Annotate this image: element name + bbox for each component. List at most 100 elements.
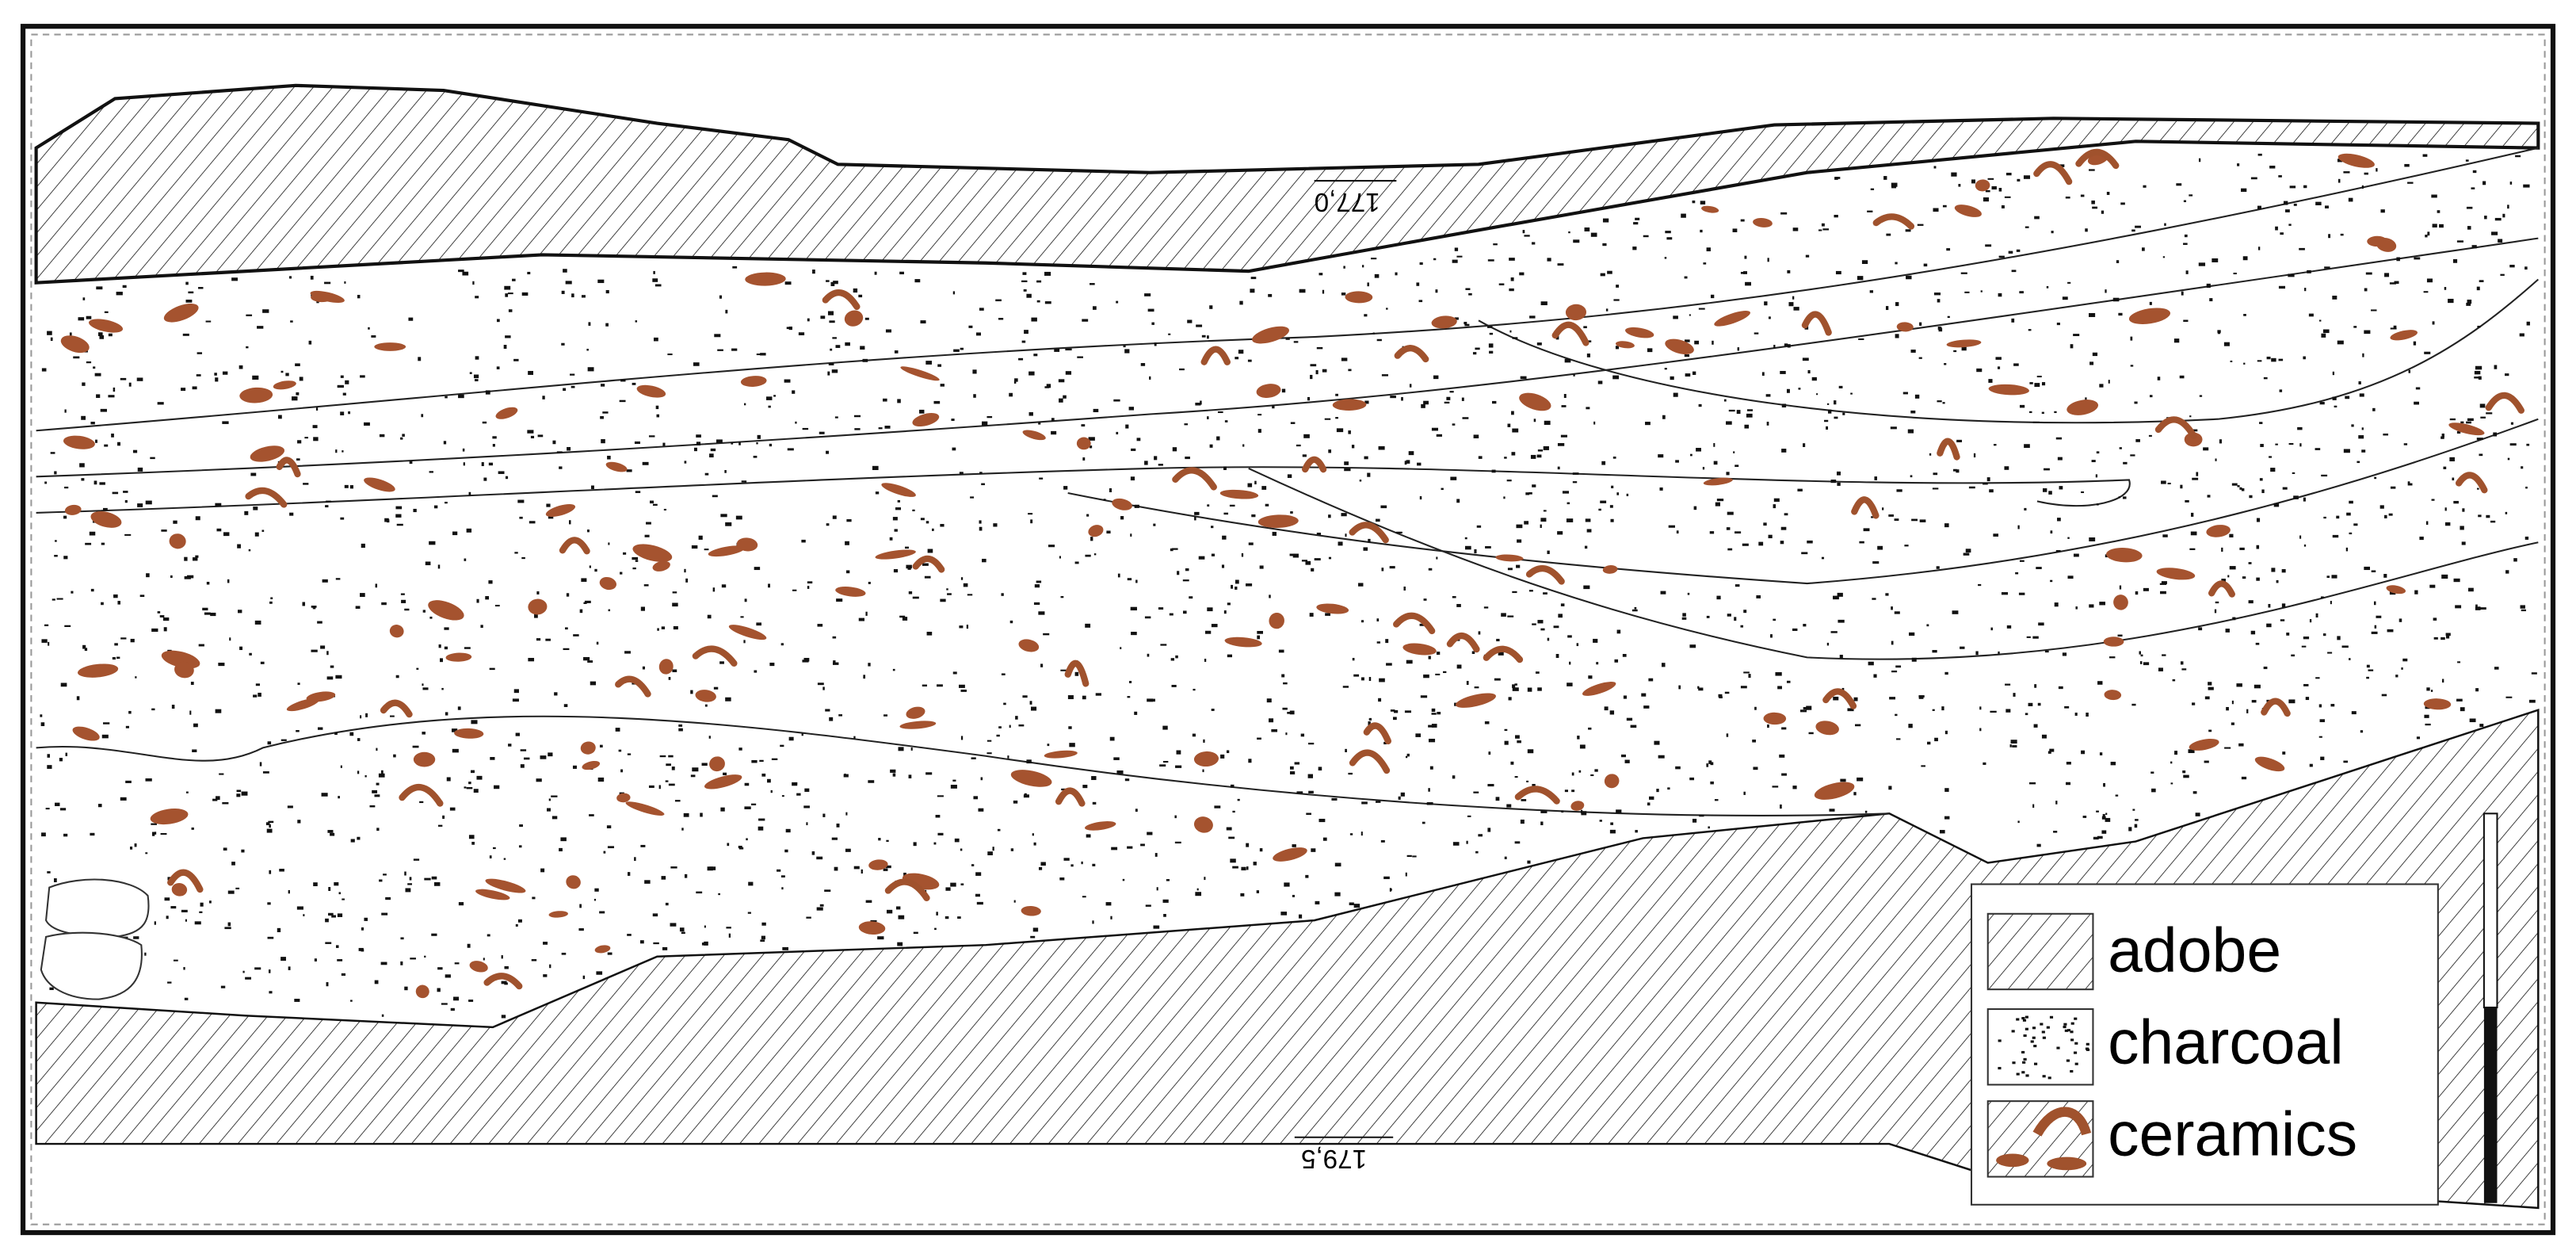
charcoal-dot	[1367, 472, 1371, 477]
charcoal-dot	[1103, 499, 1106, 501]
charcoal-dot	[1189, 596, 1193, 599]
charcoal-dot	[1616, 492, 1620, 495]
charcoal-dot	[1944, 363, 1947, 365]
charcoal-dot	[475, 356, 479, 360]
charcoal-dot	[475, 296, 479, 299]
charcoal-dot	[216, 528, 222, 532]
charcoal-dot	[1532, 623, 1536, 625]
charcoal-dot	[2444, 522, 2451, 526]
charcoal-dot	[960, 577, 964, 580]
charcoal-dot	[202, 607, 208, 611]
charcoal-dot	[1543, 592, 1548, 595]
charcoal-dot	[1185, 456, 1190, 460]
charcoal-dot	[1698, 403, 1702, 407]
charcoal-dot	[1547, 258, 1551, 262]
charcoal-dot	[1201, 335, 1206, 338]
charcoal-dot	[2524, 266, 2528, 270]
charcoal-dot	[1379, 678, 1385, 682]
charcoal-dot	[2130, 454, 2135, 457]
charcoal-dot	[1380, 505, 1387, 509]
charcoal-dot	[959, 684, 965, 688]
charcoal-dot	[1032, 833, 1034, 836]
charcoal-dot	[504, 965, 509, 969]
charcoal-dot	[2348, 197, 2353, 202]
ceramic-sherd	[1514, 786, 1560, 805]
charcoal-dot	[1307, 774, 1314, 778]
stone	[40, 931, 143, 1000]
charcoal-dot	[196, 374, 201, 377]
charcoal-dot	[920, 320, 926, 324]
charcoal-dot	[1885, 306, 1889, 311]
charcoal-dot	[1702, 467, 1705, 470]
charcoal-dot	[1614, 659, 1619, 663]
charcoal-dot	[770, 789, 773, 793]
charcoal-dot	[1993, 533, 1999, 537]
charcoal-dot	[2303, 497, 2306, 502]
charcoal-dot	[1710, 762, 1714, 766]
charcoal-dot	[1932, 650, 1937, 653]
charcoal-dot	[1390, 396, 1396, 399]
charcoal-dot	[792, 390, 796, 394]
charcoal-dot	[326, 676, 334, 680]
charcoal-dot	[978, 808, 984, 812]
charcoal-dot	[139, 595, 145, 598]
charcoal-dot	[471, 770, 475, 774]
charcoal-dot	[2036, 375, 2042, 378]
charcoal-dot	[1456, 664, 1462, 669]
charcoal-dot	[2441, 436, 2444, 439]
charcoal-dot	[2345, 547, 2349, 552]
charcoal-dot	[1192, 733, 1196, 737]
charcoal-dot	[1238, 350, 1244, 354]
charcoal-dot	[458, 270, 464, 272]
charcoal-dot	[422, 687, 429, 690]
charcoal-dot	[269, 601, 273, 604]
charcoal-dot	[2383, 433, 2389, 436]
charcoal-dot	[599, 744, 603, 747]
charcoal-dot	[1124, 778, 1130, 782]
charcoal-dot	[2093, 836, 2099, 840]
charcoal-dot	[1830, 480, 1837, 484]
charcoal-dot	[254, 967, 261, 970]
charcoal-dot	[1418, 300, 1423, 303]
charcoal-dot	[2460, 526, 2464, 530]
charcoal-dot	[1003, 702, 1006, 705]
charcoal-dot	[2122, 496, 2127, 499]
charcoal-dot	[446, 777, 451, 782]
charcoal-dot	[2037, 702, 2041, 706]
charcoal-dot	[2180, 484, 2183, 489]
charcoal-dot	[304, 437, 308, 439]
charcoal-dot	[2158, 667, 2163, 671]
ceramic-sherd	[2455, 472, 2488, 494]
charcoal-dot	[816, 856, 823, 860]
charcoal-dot	[1918, 697, 1924, 699]
charcoal-dot	[960, 347, 964, 350]
charcoal-dot	[396, 523, 403, 526]
charcoal-dot	[1919, 322, 1922, 326]
charcoal-dot	[1406, 460, 1410, 464]
charcoal-dot	[1681, 213, 1686, 218]
charcoal-dot	[2221, 579, 2226, 583]
charcoal-dot	[124, 499, 128, 503]
charcoal-dot	[1158, 607, 1164, 610]
stones	[40, 878, 150, 1000]
charcoal-dot	[73, 356, 80, 359]
charcoal-dot	[193, 723, 198, 728]
charcoal-dot	[2041, 382, 2046, 386]
charcoal-dot	[1767, 724, 1769, 728]
charcoal-dot	[236, 789, 242, 793]
ceramic-sherd	[1815, 721, 1839, 736]
charcoal-dot	[1530, 454, 1536, 459]
charcoal-dot	[2320, 756, 2325, 760]
charcoal-dot	[906, 564, 912, 569]
charcoal-dot	[2445, 635, 2450, 639]
charcoal-dot	[326, 500, 331, 503]
charcoal-dot	[494, 605, 500, 607]
charcoal-dot	[1826, 426, 1829, 430]
charcoal-dot	[254, 532, 259, 537]
charcoal-dot	[908, 591, 913, 595]
charcoal-dot	[134, 843, 137, 847]
charcoal-dot	[1105, 902, 1112, 906]
charcoal-dot	[834, 416, 838, 419]
swatch-dot	[2021, 1017, 2025, 1020]
charcoal-dot	[2414, 401, 2419, 405]
